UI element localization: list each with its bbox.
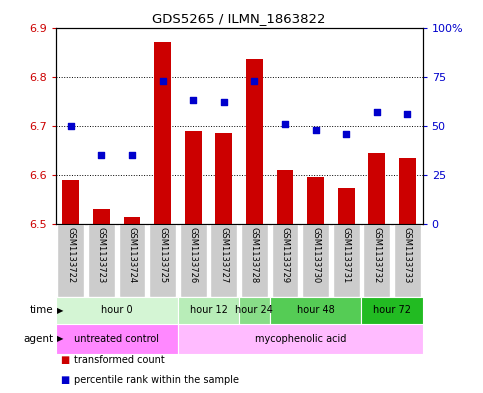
Text: hour 72: hour 72 <box>373 305 411 316</box>
Text: ▶: ▶ <box>57 334 63 343</box>
Bar <box>302 224 329 297</box>
Bar <box>210 224 237 297</box>
Bar <box>57 224 85 297</box>
Point <box>373 109 381 115</box>
Point <box>342 130 350 137</box>
Bar <box>180 224 207 297</box>
Bar <box>215 133 232 224</box>
Text: hour 12: hour 12 <box>189 305 227 316</box>
Text: hour 0: hour 0 <box>101 305 132 316</box>
Text: ▶: ▶ <box>57 306 63 315</box>
Text: percentile rank within the sample: percentile rank within the sample <box>74 375 239 386</box>
Bar <box>277 170 293 224</box>
Bar <box>178 324 423 354</box>
Bar <box>246 59 263 224</box>
Title: GDS5265 / ILMN_1863822: GDS5265 / ILMN_1863822 <box>152 12 326 25</box>
Point <box>251 77 258 84</box>
Bar <box>399 158 416 224</box>
Point <box>403 111 411 117</box>
Text: GSM1133726: GSM1133726 <box>189 227 198 283</box>
Text: time: time <box>29 305 53 316</box>
Bar <box>333 224 360 297</box>
Bar <box>149 224 176 297</box>
Point <box>220 99 227 105</box>
Bar <box>56 324 178 354</box>
Text: GSM1133725: GSM1133725 <box>158 227 167 283</box>
Bar <box>118 224 145 297</box>
Text: GSM1133724: GSM1133724 <box>128 227 137 283</box>
Bar <box>307 177 324 224</box>
Bar <box>361 297 423 324</box>
Text: GSM1133732: GSM1133732 <box>372 227 381 283</box>
Bar <box>93 209 110 224</box>
Bar <box>62 180 79 224</box>
Text: agent: agent <box>23 334 53 344</box>
Bar <box>270 297 361 324</box>
Text: transformed count: transformed count <box>74 354 165 365</box>
Text: GSM1133727: GSM1133727 <box>219 227 228 283</box>
Text: GSM1133731: GSM1133731 <box>341 227 351 283</box>
Bar <box>124 217 141 224</box>
Text: mycophenolic acid: mycophenolic acid <box>255 334 346 344</box>
Bar <box>369 153 385 224</box>
Bar <box>88 224 115 297</box>
Bar <box>178 297 239 324</box>
Text: GSM1133728: GSM1133728 <box>250 227 259 283</box>
Text: ■: ■ <box>60 354 70 365</box>
Text: GSM1133733: GSM1133733 <box>403 227 412 283</box>
Point <box>312 127 319 133</box>
Text: GSM1133730: GSM1133730 <box>311 227 320 283</box>
Bar <box>185 131 201 224</box>
Bar <box>363 224 390 297</box>
Bar <box>154 42 171 224</box>
Text: GSM1133729: GSM1133729 <box>281 227 289 283</box>
Bar <box>271 224 298 297</box>
Text: ■: ■ <box>60 375 70 386</box>
Bar <box>239 297 270 324</box>
Bar <box>338 188 355 224</box>
Point <box>189 97 197 103</box>
Point <box>281 121 289 127</box>
Text: GSM1133723: GSM1133723 <box>97 227 106 283</box>
Text: untreated control: untreated control <box>74 334 159 344</box>
Point <box>159 77 167 84</box>
Point <box>128 152 136 158</box>
Point <box>98 152 105 158</box>
Bar <box>241 224 268 297</box>
Bar <box>56 297 178 324</box>
Text: hour 48: hour 48 <box>297 305 334 316</box>
Point <box>67 123 75 129</box>
Bar <box>394 224 421 297</box>
Text: hour 24: hour 24 <box>235 305 273 316</box>
Text: GSM1133722: GSM1133722 <box>66 227 75 283</box>
